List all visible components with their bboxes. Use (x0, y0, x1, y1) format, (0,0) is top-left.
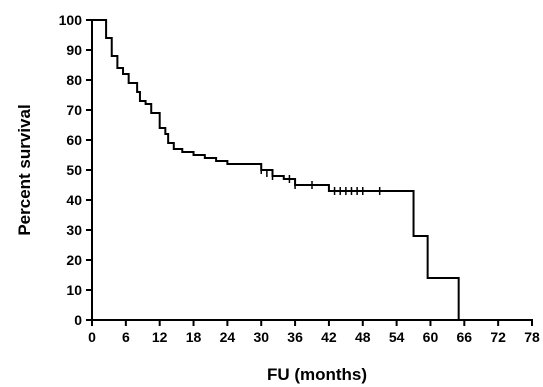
x-tick-label: 18 (186, 329, 202, 345)
y-tick-label: 60 (66, 132, 82, 148)
x-tick-label: 54 (389, 329, 405, 345)
y-tick-label: 80 (66, 72, 82, 88)
y-tick-label: 50 (66, 162, 82, 178)
x-tick-label: 78 (524, 329, 540, 345)
y-tick-label: 100 (59, 12, 83, 28)
y-tick-label: 30 (66, 222, 82, 238)
x-tick-label: 36 (287, 329, 303, 345)
x-tick-label: 6 (122, 329, 130, 345)
x-tick-label: 72 (490, 329, 506, 345)
x-tick-label: 24 (220, 329, 236, 345)
x-tick-label: 42 (321, 329, 337, 345)
x-axis: 0 6 12 18 24 30 36 42 48 54 60 66 72 78 (88, 319, 540, 345)
y-tick-label: 10 (66, 282, 82, 298)
y-tick-label: 70 (66, 102, 82, 118)
y-tick-label: 40 (66, 192, 82, 208)
survival-curve (92, 19, 460, 320)
y-axis: 0 10 20 30 40 50 60 70 80 90 100 (59, 12, 93, 328)
y-tick-label: 90 (66, 42, 82, 58)
x-axis-title: FU (months) (267, 365, 367, 384)
x-tick-label: 48 (355, 329, 371, 345)
y-tick-label: 20 (66, 252, 82, 268)
x-tick-label: 60 (423, 329, 439, 345)
x-tick-label: 66 (457, 329, 473, 345)
x-tick-label: 0 (88, 329, 96, 345)
y-axis-title: Percent survival (15, 104, 34, 235)
y-tick-label: 0 (74, 312, 82, 328)
x-tick-label: 30 (253, 329, 269, 345)
x-tick-label: 12 (152, 329, 168, 345)
plot-area (92, 19, 460, 320)
